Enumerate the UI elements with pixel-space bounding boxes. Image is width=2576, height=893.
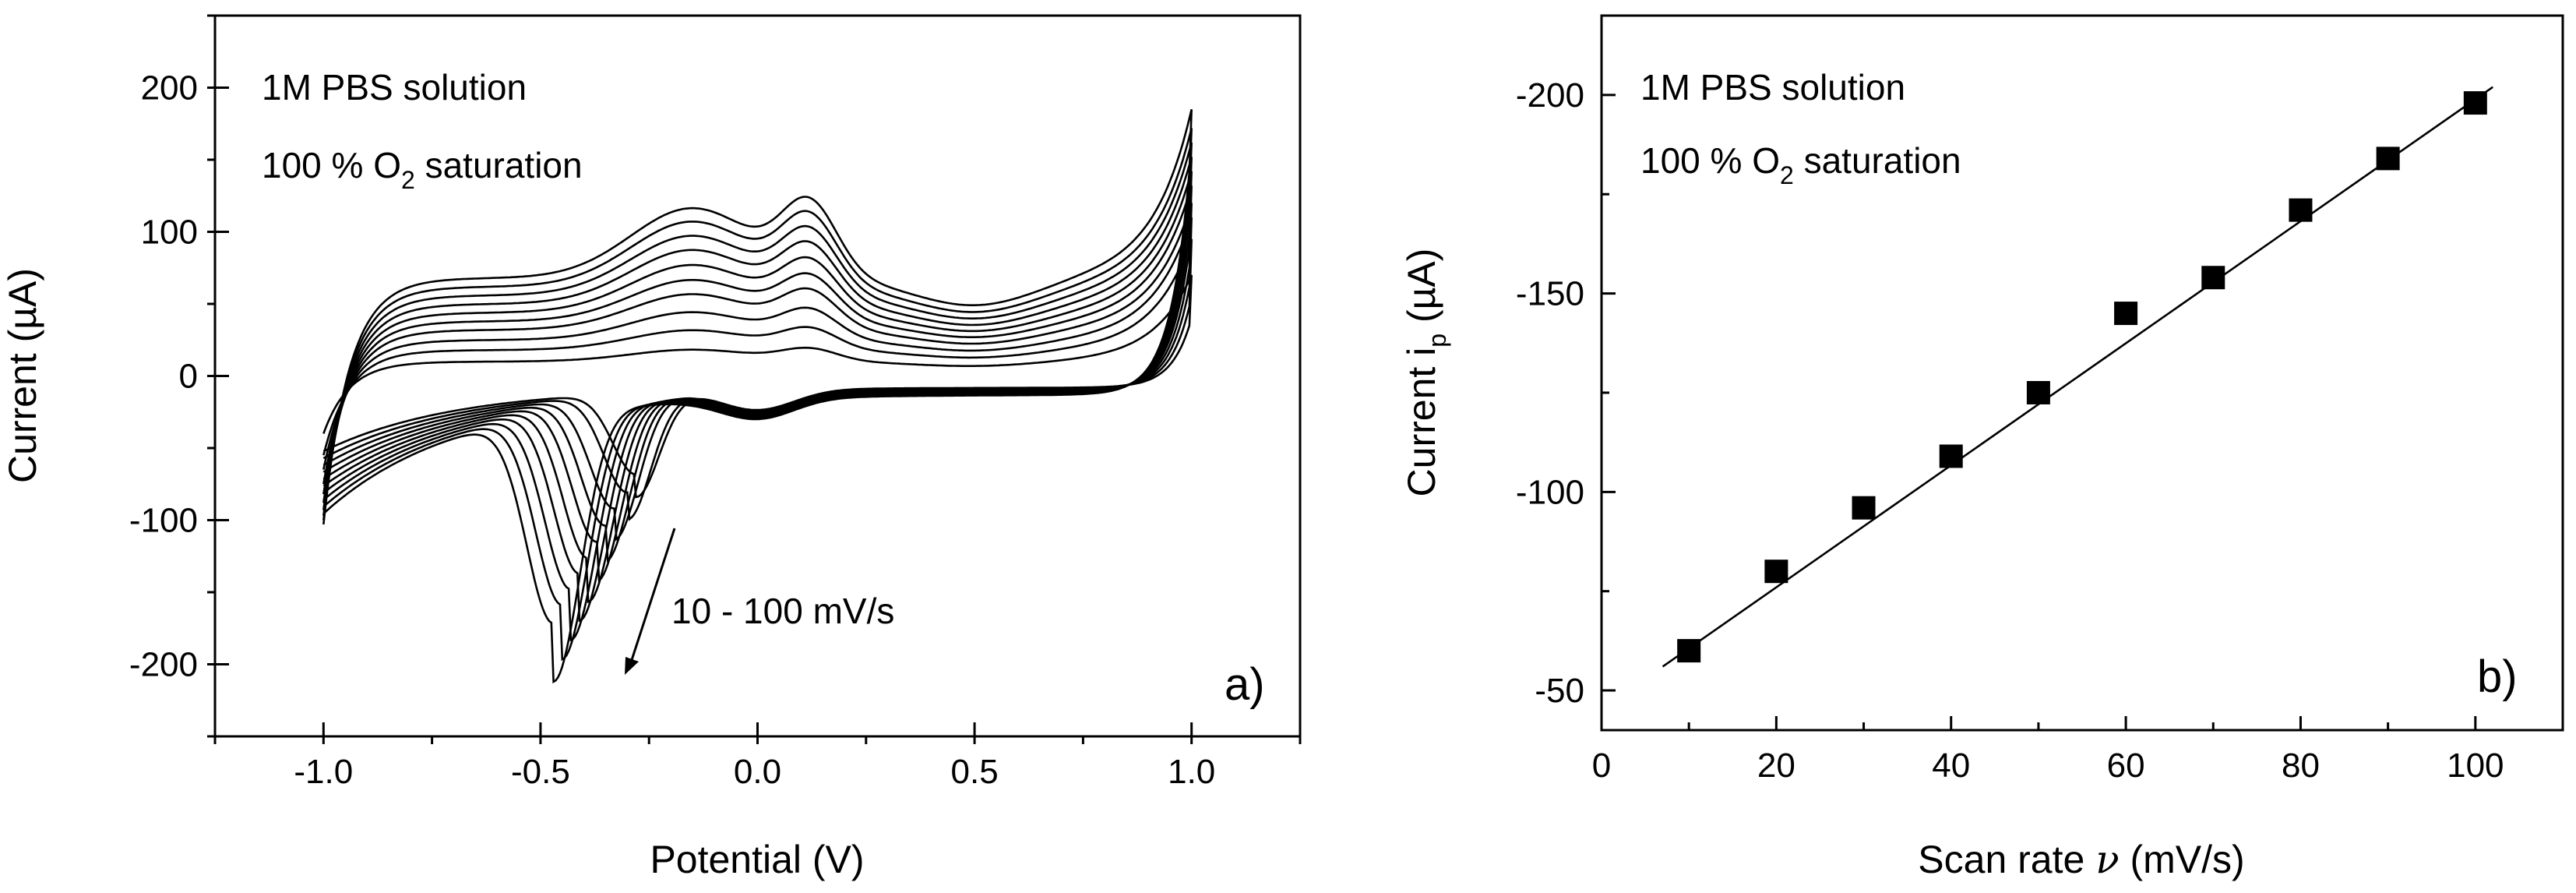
panel-b-y-tick-label: -150 [1516, 275, 1584, 313]
panel-b-data-point [1677, 639, 1701, 663]
panel-a-arrow-label: 10 - 100 mV/s [671, 591, 894, 631]
panel-a-curve-90 [322, 128, 1193, 662]
panel-a-x-tick-label: 0.0 [734, 753, 781, 791]
panel-b-data-point [2201, 266, 2225, 290]
panel-b-y-tick-label: -100 [1516, 473, 1584, 511]
panel-a-annotation-solution: 1M PBS solution [262, 67, 527, 108]
panel-a-label: a) [1225, 659, 1265, 710]
panel-b-data-points [1677, 91, 2487, 663]
panel-a-y-tick-label: 200 [141, 69, 198, 108]
panel-b-annotation-saturation: 100 % O2 saturation [1640, 140, 1961, 189]
panel-a-curve-100 [322, 108, 1193, 684]
panel-b-peak-current-vs-scan-rate: 0 20 40 60 80 100 -50 -100 -150 -200 1M PBS solu… [1400, 14, 2564, 882]
panel-b-x-tick-label: 100 [2447, 747, 2504, 785]
panel-a-y-tick-label: -200 [129, 646, 198, 684]
panel-b-y-axis-title: Current ip (µA) [1400, 249, 1451, 497]
panel-b-y-tick-label: -200 [1516, 76, 1584, 115]
panel-a-y-tick-label: -100 [129, 502, 198, 540]
panel-b-data-point [2463, 91, 2487, 115]
panel-b-x-tick-label: 80 [2282, 747, 2320, 785]
panel-b-x-tick-label: 0 [1592, 747, 1611, 785]
panel-a-x-ticks: -1.0 -0.5 0.0 0.5 1.0 [213, 722, 1302, 791]
panel-b-y-ticks: -50 -100 -150 -200 [1516, 76, 1616, 710]
panel-a-curve-50 [322, 185, 1193, 584]
panel-b-x-ticks: 0 20 40 60 80 100 [1592, 716, 2504, 785]
panel-a-x-tick-label: -1.0 [294, 753, 353, 791]
panel-a-curve-10 [322, 274, 1193, 499]
panel-a-cyclic-voltammogram: -1.0 -0.5 0.0 0.5 1.0 -200 -100 0 100 200 1M PBS… [1, 14, 1302, 881]
panel-b-x-tick-label: 40 [1932, 747, 1970, 785]
panel-b-data-point [2289, 198, 2313, 222]
panel-a-y-axis-title: Current (µA) [1, 268, 44, 483]
panel-b-data-point [1939, 444, 1963, 468]
panel-b-x-axis-title: Scan rate ν (mV/s) [1918, 837, 2244, 882]
panel-a-x-tick-label: 0.5 [951, 753, 999, 791]
panel-b-x-tick-label: 20 [1757, 747, 1795, 785]
panel-a-curve-20 [322, 238, 1193, 521]
panel-a-y-tick-label: 100 [141, 214, 198, 252]
panel-b-data-point [2114, 302, 2138, 326]
panel-b-annotation-solution: 1M PBS solution [1640, 67, 1905, 108]
panel-b-plot-frame [1600, 14, 2564, 732]
panel-a-curves [322, 108, 1193, 684]
panel-a-y-tick-label: 0 [179, 358, 198, 396]
panel-b-label: b) [2477, 651, 2518, 702]
panel-b-data-point [2376, 146, 2400, 171]
panel-a-annotation-saturation: 100 % O2 saturation [262, 145, 583, 194]
panel-a-x-tick-label: 1.0 [1168, 753, 1215, 791]
panel-b-linear-fit-line [1662, 86, 2493, 668]
panel-b-data-point [1852, 496, 1876, 520]
panel-a-x-tick-label: -0.5 [511, 753, 570, 791]
panel-a-curve-60 [322, 171, 1193, 604]
panel-a-x-axis-title: Potential (V) [650, 838, 864, 881]
panel-a-curve-30 [322, 217, 1193, 542]
panel-b-x-tick-label: 60 [2107, 747, 2145, 785]
panel-b-y-tick-label: -50 [1535, 672, 1584, 710]
panel-a-y-ticks: -200 -100 0 100 200 [129, 14, 229, 738]
panel-a-curve-40 [322, 203, 1193, 563]
panel-b-data-point [2026, 380, 2050, 404]
panel-a-scan-rate-arrow [625, 528, 676, 675]
panel-b-data-point [1764, 559, 1788, 584]
